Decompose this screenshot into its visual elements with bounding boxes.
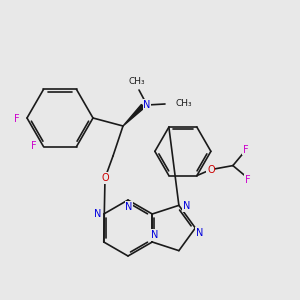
Polygon shape bbox=[123, 104, 145, 126]
Text: F: F bbox=[243, 145, 249, 154]
Text: N: N bbox=[125, 202, 133, 212]
Text: F: F bbox=[31, 141, 36, 151]
Text: F: F bbox=[14, 114, 20, 124]
Text: N: N bbox=[196, 228, 203, 238]
Text: F: F bbox=[245, 175, 251, 184]
Text: CH₃: CH₃ bbox=[175, 100, 192, 109]
Text: N: N bbox=[143, 100, 151, 110]
Text: O: O bbox=[101, 173, 109, 183]
Text: N: N bbox=[151, 230, 158, 240]
Text: N: N bbox=[183, 201, 190, 211]
Text: CH₃: CH₃ bbox=[129, 77, 145, 86]
Text: N: N bbox=[94, 209, 101, 219]
Text: O: O bbox=[207, 165, 215, 175]
